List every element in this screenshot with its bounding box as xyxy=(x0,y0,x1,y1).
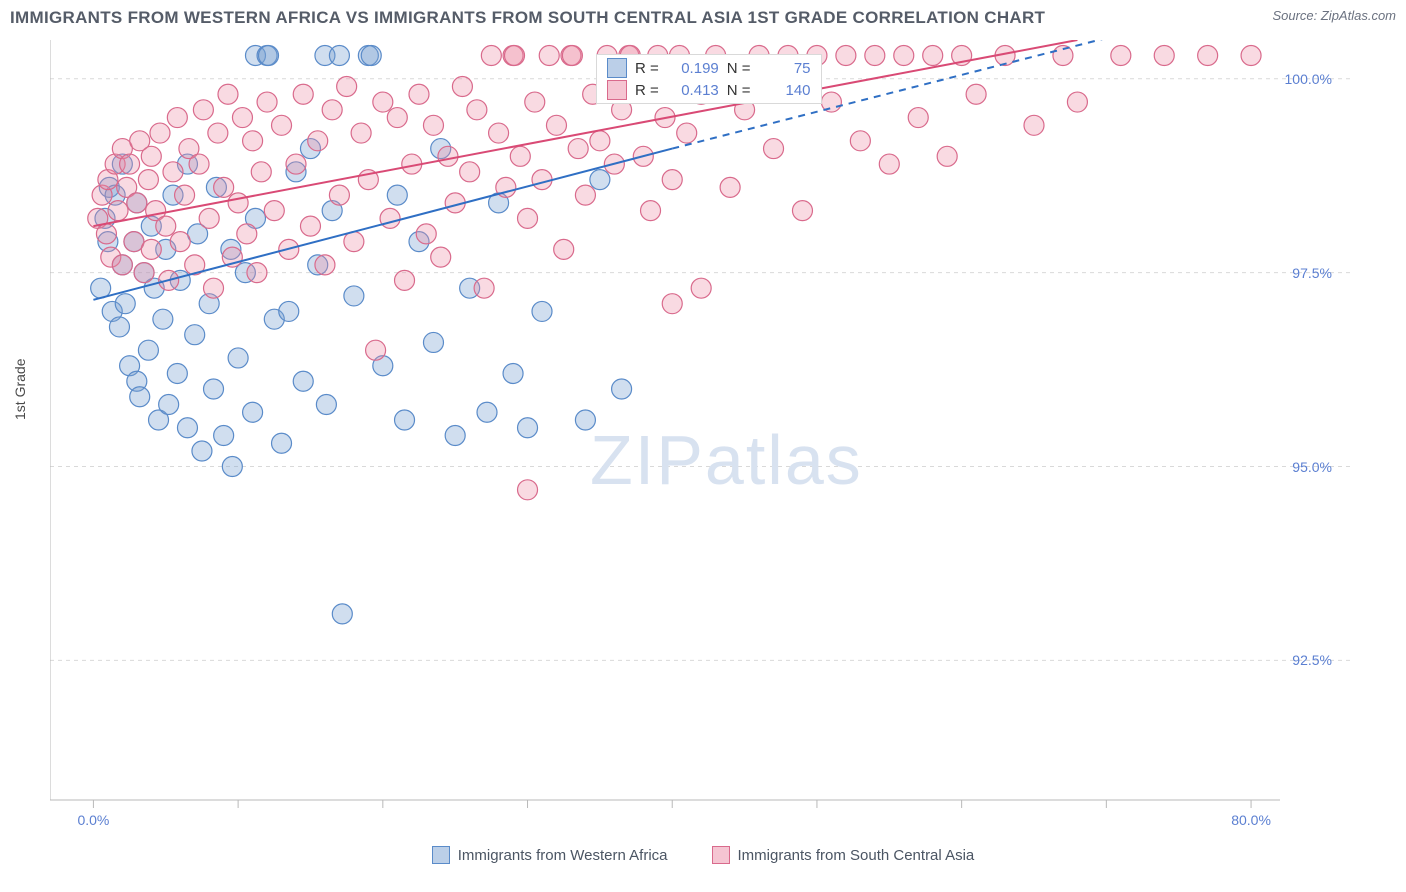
r-label: R = xyxy=(635,60,659,77)
correlation-legend-row: R = 0.199 N = 75 xyxy=(601,57,817,79)
series-legend: Immigrants from Western Africa Immigrant… xyxy=(0,846,1406,864)
legend-label: Immigrants from South Central Asia xyxy=(738,847,975,864)
legend-item: Immigrants from Western Africa xyxy=(432,846,668,864)
correlation-legend-row: R = 0.413 N = 140 xyxy=(601,79,817,101)
x-tick-label: 0.0% xyxy=(77,812,109,828)
y-axis-label: 1st Grade xyxy=(12,359,28,420)
legend-item: Immigrants from South Central Asia xyxy=(712,846,975,864)
correlation-legend: R = 0.199 N = 75 R = 0.413 N = 140 xyxy=(596,54,822,104)
legend-swatch xyxy=(432,846,450,864)
r-label: R = xyxy=(635,82,659,99)
y-tick-label: 97.5% xyxy=(1292,265,1332,281)
r-value: 0.199 xyxy=(667,60,719,77)
chart-source: Source: ZipAtlas.com xyxy=(1272,8,1396,23)
y-tick-label: 92.5% xyxy=(1292,652,1332,668)
legend-swatch xyxy=(607,58,627,78)
r-value: 0.413 xyxy=(667,82,719,99)
legend-label: Immigrants from Western Africa xyxy=(458,847,668,864)
n-label: N = xyxy=(727,82,751,99)
x-tick-label: 80.0% xyxy=(1231,812,1271,828)
y-tick-label: 95.0% xyxy=(1292,459,1332,475)
y-tick-label: 100.0% xyxy=(1285,71,1332,87)
legend-swatch xyxy=(712,846,730,864)
n-label: N = xyxy=(727,60,751,77)
n-value: 140 xyxy=(759,82,811,99)
chart-area: ZIPatlas R = 0.199 N = 75 R = 0.413 N = … xyxy=(50,40,1350,810)
chart-header: IMMIGRANTS FROM WESTERN AFRICA VS IMMIGR… xyxy=(10,8,1396,28)
chart-title: IMMIGRANTS FROM WESTERN AFRICA VS IMMIGR… xyxy=(10,8,1045,28)
scatter-plot xyxy=(50,40,1350,810)
n-value: 75 xyxy=(759,60,811,77)
legend-swatch xyxy=(607,80,627,100)
